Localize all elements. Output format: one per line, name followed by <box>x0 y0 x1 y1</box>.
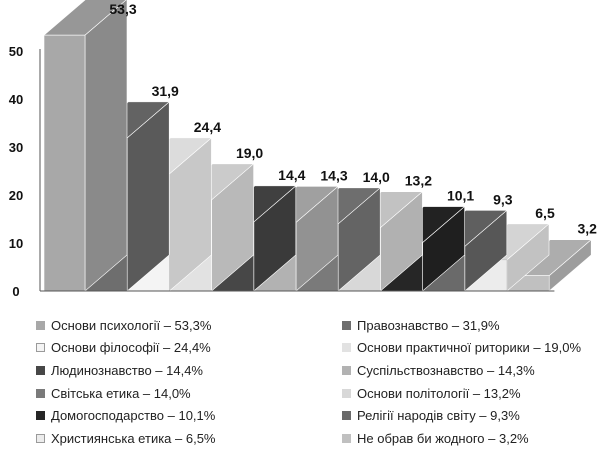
legend-label: Основи практичної риторики – 19,0% <box>357 340 582 356</box>
legend-swatch <box>342 433 351 443</box>
legend-swatch <box>342 343 351 353</box>
legend-item: Основи філософії – 24,4% <box>36 337 342 360</box>
legend-label: Релігії народів світу – 9,3% <box>357 408 520 424</box>
legend-label: Не обрав би жодного – 3,2% <box>357 430 529 446</box>
legend-item: Світська етика – 14,0% <box>36 382 342 405</box>
legend-swatch <box>342 411 351 421</box>
legend-item: Домогосподарство – 10,1% <box>36 404 342 427</box>
legend-label: Світська етика – 14,0% <box>51 385 191 401</box>
y-tick-label: 20 <box>9 188 23 203</box>
legend-label: Християнська етика – 6,5% <box>51 430 216 446</box>
y-tick-label: 10 <box>9 236 23 251</box>
data-label: 31,9 <box>152 83 179 99</box>
data-label: 14,4 <box>278 167 305 183</box>
legend-item: Основи політології – 13,2% <box>342 382 615 405</box>
y-tick-label: 50 <box>9 44 23 59</box>
chart-plot: 0 10 20 30 40 50 53,3 31,9 24,4 19,0 14,4 14,3 14,0 1… <box>9 0 597 299</box>
legend-swatch <box>36 388 45 398</box>
legend-swatch <box>342 388 351 398</box>
legend-swatch <box>342 365 351 375</box>
data-label: 53,3 <box>109 1 136 17</box>
bar-side-face <box>84 0 128 292</box>
legend-swatch <box>36 433 45 443</box>
legend-item: Основи психології – 53,3% <box>36 314 342 337</box>
legend-swatch <box>36 343 45 353</box>
data-label: 19,0 <box>236 145 263 161</box>
y-tick-label: 0 <box>12 284 19 299</box>
legend-swatch <box>36 320 45 330</box>
data-label: 10,1 <box>447 188 474 204</box>
bar <box>43 0 128 292</box>
data-label: 6,5 <box>535 205 555 221</box>
legend-swatch <box>36 365 45 375</box>
legend-item: Християнська етика – 6,5% <box>36 427 342 450</box>
data-label: 9,3 <box>493 191 513 207</box>
bar-chart: 0 10 20 30 40 50 53,3 31,9 24,4 19,0 14,4 14,3 14,0 1… <box>9 0 597 299</box>
legend-label: Людинознавство – 14,4% <box>51 362 203 378</box>
legend: Основи психології – 53,3% Правознавство –… <box>36 314 615 454</box>
legend-label: Суспільствознавство – 14,3% <box>357 362 535 378</box>
legend-label: Основи політології – 13,2% <box>357 385 521 401</box>
legend-label: Основи філософії – 24,4% <box>51 340 211 356</box>
bar-front-face <box>43 34 86 292</box>
data-label: 14,3 <box>320 167 347 183</box>
legend-label: Основи психології – 53,3% <box>51 317 212 333</box>
legend-label: Домогосподарство – 10,1% <box>51 408 216 424</box>
legend-item: Суспільствознавство – 14,3% <box>342 359 615 382</box>
legend-item: Правознавство – 31,9% <box>342 314 615 337</box>
legend-swatch <box>342 320 351 330</box>
legend-item: Релігії народів світу – 9,3% <box>342 404 615 427</box>
legend-swatch <box>36 411 45 421</box>
y-tick-label: 30 <box>9 140 23 155</box>
data-label: 14,0 <box>363 169 390 185</box>
legend-item: Основи практичної риторики – 19,0% <box>342 337 615 360</box>
y-tick-label: 40 <box>9 92 23 107</box>
data-label: 3,2 <box>577 221 597 237</box>
legend-label: Правознавство – 31,9% <box>357 317 500 333</box>
data-label: 24,4 <box>194 119 221 135</box>
legend-item: Людинознавство – 14,4% <box>36 359 342 382</box>
legend-item: Не обрав би жодного – 3,2% <box>342 427 615 450</box>
data-label: 13,2 <box>405 173 432 189</box>
